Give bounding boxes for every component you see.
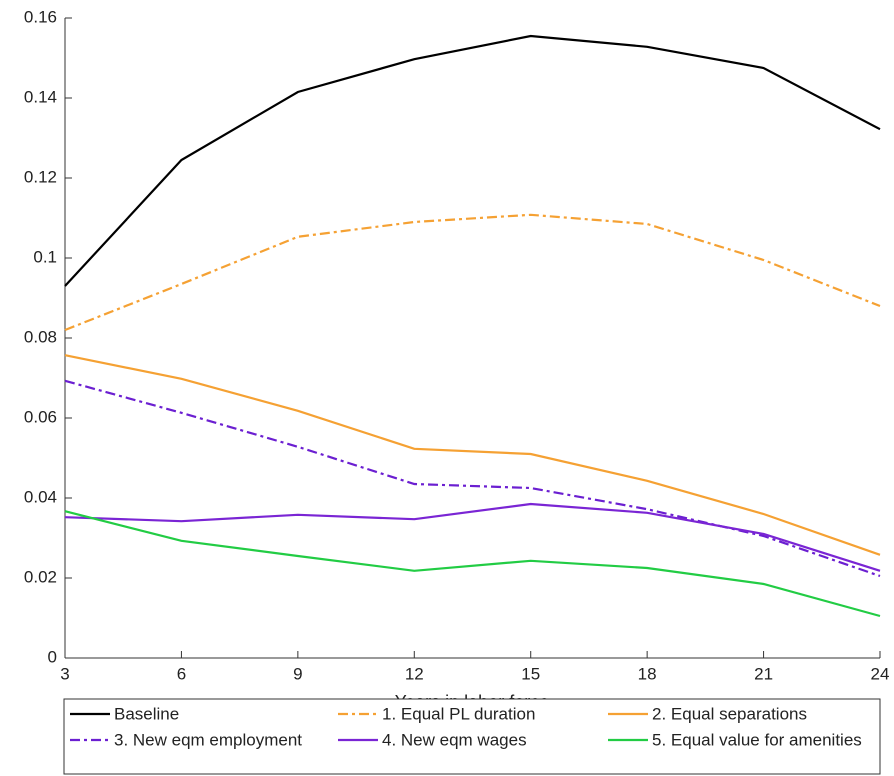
series-line [64, 510, 881, 618]
x-tick-label: 18 [638, 664, 657, 683]
x-tick-label: 9 [293, 664, 302, 683]
legend-label: 1. Equal PL duration [382, 704, 535, 723]
legend-label: 5. Equal value for amenities [652, 730, 862, 749]
y-tick-label: 0.04 [24, 487, 57, 506]
y-tick-label: 0.08 [24, 327, 57, 346]
y-tick-label: 0.02 [24, 567, 57, 586]
x-tick-label: 6 [177, 664, 186, 683]
series-line [64, 34, 881, 287]
series-line [64, 354, 881, 556]
y-tick-label: 0.12 [24, 167, 57, 186]
x-tick-label: 3 [60, 664, 69, 683]
y-tick-label: 0.14 [24, 87, 57, 106]
series-line [64, 502, 881, 572]
y-tick-label: 0.16 [24, 7, 57, 26]
legend-label: Baseline [114, 704, 179, 723]
series-line [64, 213, 881, 332]
series-line [64, 379, 881, 578]
x-tick-label: 21 [754, 664, 773, 683]
legend-label: 4. New eqm wages [382, 730, 527, 749]
y-tick-label: 0.1 [33, 247, 57, 266]
legend-label: 3. New eqm employment [114, 730, 302, 749]
x-tick-label: 24 [871, 664, 890, 683]
x-tick-label: 15 [521, 664, 540, 683]
x-tick-label: 12 [405, 664, 424, 683]
legend-label: 2. Equal separations [652, 704, 807, 723]
y-tick-label: 0 [48, 647, 57, 666]
y-tick-label: 0.06 [24, 407, 57, 426]
legend [63, 698, 881, 775]
